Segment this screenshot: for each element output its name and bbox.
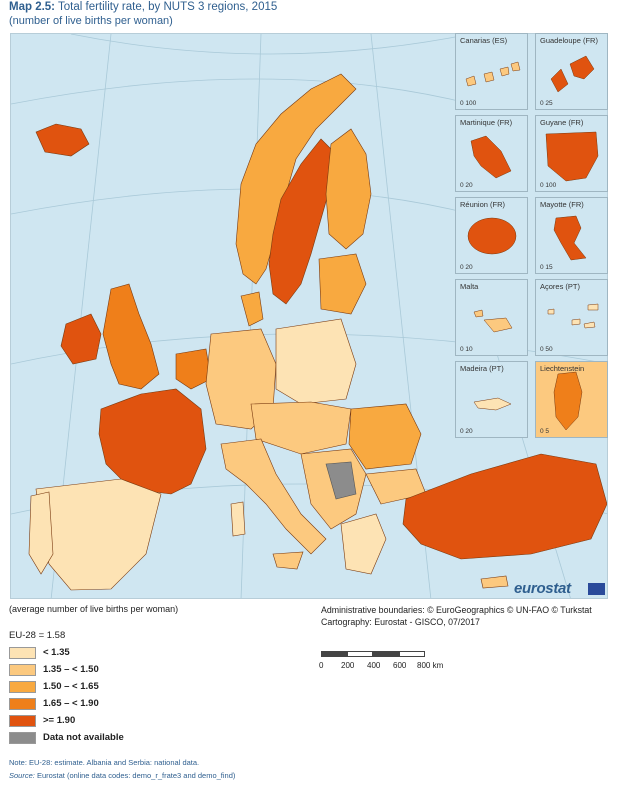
inset-scale: 0 5	[540, 428, 550, 435]
inset-malta: Malta 0 10	[455, 279, 528, 356]
legend-swatch	[9, 714, 36, 727]
legend-label: >= 1.90	[43, 715, 76, 726]
inset-label: Açores (PT)	[540, 282, 581, 291]
denmark-region	[240, 291, 264, 327]
legend-item: 1.35 – < 1.50	[9, 661, 124, 678]
source-label: Source:	[9, 771, 35, 780]
inset-label: Réunion (FR)	[460, 200, 506, 209]
legend-label: 1.65 – < 1.90	[43, 698, 99, 709]
credits-cartography: Cartography: Eurostat - GISCO, 07/2017	[321, 617, 480, 627]
iceland-region	[35, 123, 90, 157]
inset-scale: 0 10	[460, 346, 473, 353]
spain-region	[35, 478, 162, 591]
baltic-region	[318, 253, 367, 315]
legend-label: < 1.35	[43, 647, 70, 658]
credits: Administrative boundaries: © EuroGeograp…	[321, 604, 592, 628]
inset-label: Malta	[460, 282, 479, 291]
legend-item: 1.50 – < 1.65	[9, 678, 124, 695]
legend-swatch	[9, 731, 36, 744]
scale-bar: 0 200 400 600 800 km	[319, 651, 443, 670]
greece-region	[340, 513, 387, 575]
legend-swatch	[9, 663, 36, 676]
inset-scale: 0 50	[540, 346, 553, 353]
scale-tick: 200	[341, 661, 355, 670]
inset-label: Guadeloupe (FR)	[540, 36, 598, 45]
scale-segment	[347, 651, 373, 657]
inset-liechtenstein: Liechtenstein 0 5	[535, 361, 608, 438]
legend-item: 1.65 – < 1.90	[9, 695, 124, 712]
scale-tick: 400	[367, 661, 381, 670]
sardinia-region	[230, 501, 246, 537]
footnote: Note: EU-28: estimate. Albania and Serbi…	[9, 756, 235, 782]
scale-segment	[321, 651, 347, 657]
inset-label: Canarias (ES)	[460, 36, 508, 45]
benelux-region	[175, 348, 212, 390]
scale-tick: 0	[319, 661, 324, 670]
central-region	[250, 401, 352, 455]
footnote-source: Source: Eurostat (online data codes: dem…	[9, 769, 235, 782]
inset-acores: Açores (PT) 0 50	[535, 279, 608, 356]
inset-scale: 0 20	[460, 182, 473, 189]
legend-eu-average: EU-28 = 1.58	[9, 630, 66, 641]
inset-canarias: Canarias (ES) 0 100	[455, 33, 528, 110]
inset-scale: 0 20	[460, 264, 473, 271]
inset-martinique: Martinique (FR) 0 20	[455, 115, 528, 192]
legend-item: >= 1.90	[9, 712, 124, 729]
cyprus-region	[480, 575, 509, 589]
legend-label: Data not available	[43, 732, 124, 743]
inset-guyane: Guyane (FR) 0 100	[535, 115, 608, 192]
scale-segment	[373, 651, 399, 657]
sweden-region	[268, 138, 337, 305]
inset-label: Madeira (PT)	[460, 364, 504, 373]
map-number: Map 2.5:	[9, 1, 56, 13]
norway-region	[235, 73, 357, 285]
inset-reunion: Réunion (FR) 0 20	[455, 197, 528, 274]
credits-boundaries: Administrative boundaries: © EuroGeograp…	[321, 605, 592, 615]
scale-bar-segments	[321, 651, 426, 657]
map-subtitle: (number of live births per woman)	[9, 15, 173, 27]
footnote-note: Note: EU-28: estimate. Albania and Serbi…	[9, 758, 200, 767]
map-title: Map 2.5: Total fertility rate, by NUTS 3…	[9, 1, 277, 14]
scale-segment	[399, 651, 425, 657]
inset-label: Guyane (FR)	[540, 118, 584, 127]
inset-scale: 0 100	[540, 182, 557, 189]
legend-item: Data not available	[9, 729, 124, 746]
france-region	[98, 388, 207, 495]
inset-guadeloupe: Guadeloupe (FR) 0 25	[535, 33, 608, 110]
sicily-region	[272, 551, 304, 570]
inset-scale: 0 15	[540, 264, 553, 271]
source-text: Eurostat (online data codes: demo_r_frat…	[34, 771, 236, 780]
serbia-region	[325, 461, 357, 500]
scale-tick: 600	[393, 661, 407, 670]
turkey-region	[402, 453, 607, 560]
scale-tick: 800 km	[417, 661, 444, 670]
italy-region	[220, 438, 327, 555]
inset-madeira: Madeira (PT) 0 20	[455, 361, 528, 438]
inset-mayotte: Mayotte (FR) 0 15	[535, 197, 608, 274]
map-title-text: Total fertility rate, by NUTS 3 regions,…	[58, 1, 278, 13]
inset-label: Mayotte (FR)	[540, 200, 584, 209]
ireland-region	[60, 313, 102, 365]
legend-swatch	[9, 646, 36, 659]
uk-region	[102, 283, 160, 390]
eurostat-logo: eurostat	[514, 580, 571, 597]
inset-panel: Canarias (ES) 0 100 Guadeloupe (FR) 0 25…	[455, 33, 608, 442]
eu-flag-icon	[588, 583, 605, 595]
finland-region	[325, 128, 372, 250]
legend-label: 1.35 – < 1.50	[43, 664, 99, 675]
inset-label: Martinique (FR)	[460, 118, 513, 127]
legend-swatch	[9, 680, 36, 693]
legend-swatch	[9, 697, 36, 710]
inset-scale: 0 100	[460, 100, 477, 107]
legend-label: 1.50 – < 1.65	[43, 681, 99, 692]
poland-region	[275, 318, 357, 405]
inset-scale: 0 20	[460, 428, 473, 435]
legend-item: < 1.35	[9, 644, 124, 661]
inset-scale: 0 25	[540, 100, 553, 107]
legend-caption: (average number of live births per woman…	[9, 604, 179, 614]
portugal-region	[28, 491, 54, 575]
romania-region	[348, 403, 422, 470]
legend: EU-28 = 1.58 < 1.35 1.35 – < 1.50 1.50 –…	[9, 630, 124, 746]
inset-label: Liechtenstein	[540, 364, 585, 373]
